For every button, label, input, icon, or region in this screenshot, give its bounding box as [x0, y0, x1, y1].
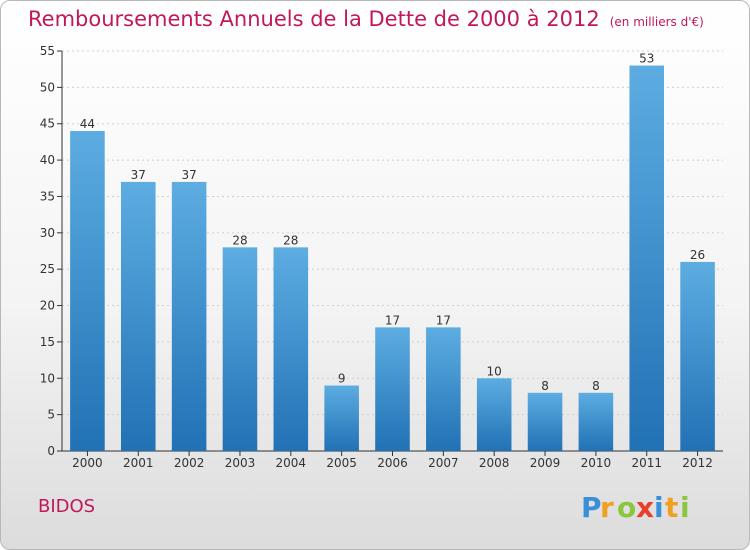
- bar: [680, 261, 715, 451]
- x-tick-label: 2009: [530, 456, 561, 470]
- bar: [324, 385, 359, 451]
- bar-value-label: 53: [639, 52, 654, 66]
- bar-value-label: 26: [690, 248, 705, 262]
- y-tick-label: 10: [40, 371, 55, 385]
- bar: [273, 247, 309, 451]
- bar-value-label: 17: [436, 313, 451, 327]
- x-tick-label: 2008: [479, 456, 510, 470]
- bar-value-label: 28: [232, 233, 247, 247]
- proxiti-logo: P r o x i t i: [581, 491, 690, 524]
- svg-text:i: i: [680, 491, 690, 524]
- x-tick-label: 2001: [123, 456, 154, 470]
- bar-value-label: 28: [283, 233, 298, 247]
- y-tick-label: 45: [40, 117, 55, 131]
- x-tick-label: 2012: [682, 456, 713, 470]
- bar-value-label: 9: [338, 372, 346, 386]
- bar: [578, 392, 614, 451]
- x-tick-label: 2002: [174, 456, 205, 470]
- bar-value-label: 37: [181, 168, 196, 182]
- bar: [222, 247, 258, 451]
- y-tick-label: 15: [40, 335, 55, 349]
- svg-text:x: x: [636, 491, 654, 524]
- bar: [171, 181, 207, 451]
- y-tick-label: 25: [40, 262, 55, 276]
- x-tick-label: 2005: [326, 456, 357, 470]
- bar: [629, 65, 665, 451]
- x-tick-label: 2000: [72, 456, 103, 470]
- chart-title: Remboursements Annuels de la Dette de 20…: [28, 7, 704, 31]
- y-tick-label: 20: [40, 299, 55, 313]
- x-tick-label: 2011: [631, 456, 662, 470]
- bar: [120, 181, 156, 451]
- svg-text:t: t: [665, 491, 678, 524]
- bar: [527, 392, 563, 451]
- bar-value-label: 8: [592, 379, 600, 393]
- bar-value-label: 44: [80, 117, 95, 131]
- svg-text:i: i: [654, 491, 664, 524]
- chart-title-text: Remboursements Annuels de la Dette de 20…: [28, 7, 600, 31]
- y-tick-label: 40: [40, 153, 55, 167]
- bar-value-label: 17: [385, 313, 400, 327]
- bar: [70, 131, 105, 451]
- y-tick-label: 35: [40, 189, 55, 203]
- bar: [426, 327, 461, 451]
- x-tick-label: 2003: [225, 456, 256, 470]
- y-tick-label: 0: [47, 444, 55, 458]
- x-tick-label: 2004: [276, 456, 307, 470]
- y-tick-label: 5: [47, 408, 55, 422]
- x-tick-label: 2006: [377, 456, 408, 470]
- x-tick-label: 2007: [428, 456, 459, 470]
- bar-value-label: 37: [131, 168, 146, 182]
- bar-value-label: 8: [541, 379, 549, 393]
- y-tick-label: 55: [40, 44, 55, 58]
- svg-text:P: P: [581, 491, 602, 524]
- svg-text:r: r: [600, 491, 614, 524]
- y-tick-label: 30: [40, 226, 55, 240]
- bar-value-label: 10: [487, 364, 502, 378]
- bar: [375, 327, 410, 451]
- commune-name: BIDOS: [38, 496, 96, 517]
- svg-text:o: o: [617, 491, 636, 524]
- y-tick-label: 50: [40, 80, 55, 94]
- chart-unit: (en milliers d'€): [609, 15, 704, 29]
- bar: [476, 378, 512, 451]
- x-tick-label: 2010: [581, 456, 612, 470]
